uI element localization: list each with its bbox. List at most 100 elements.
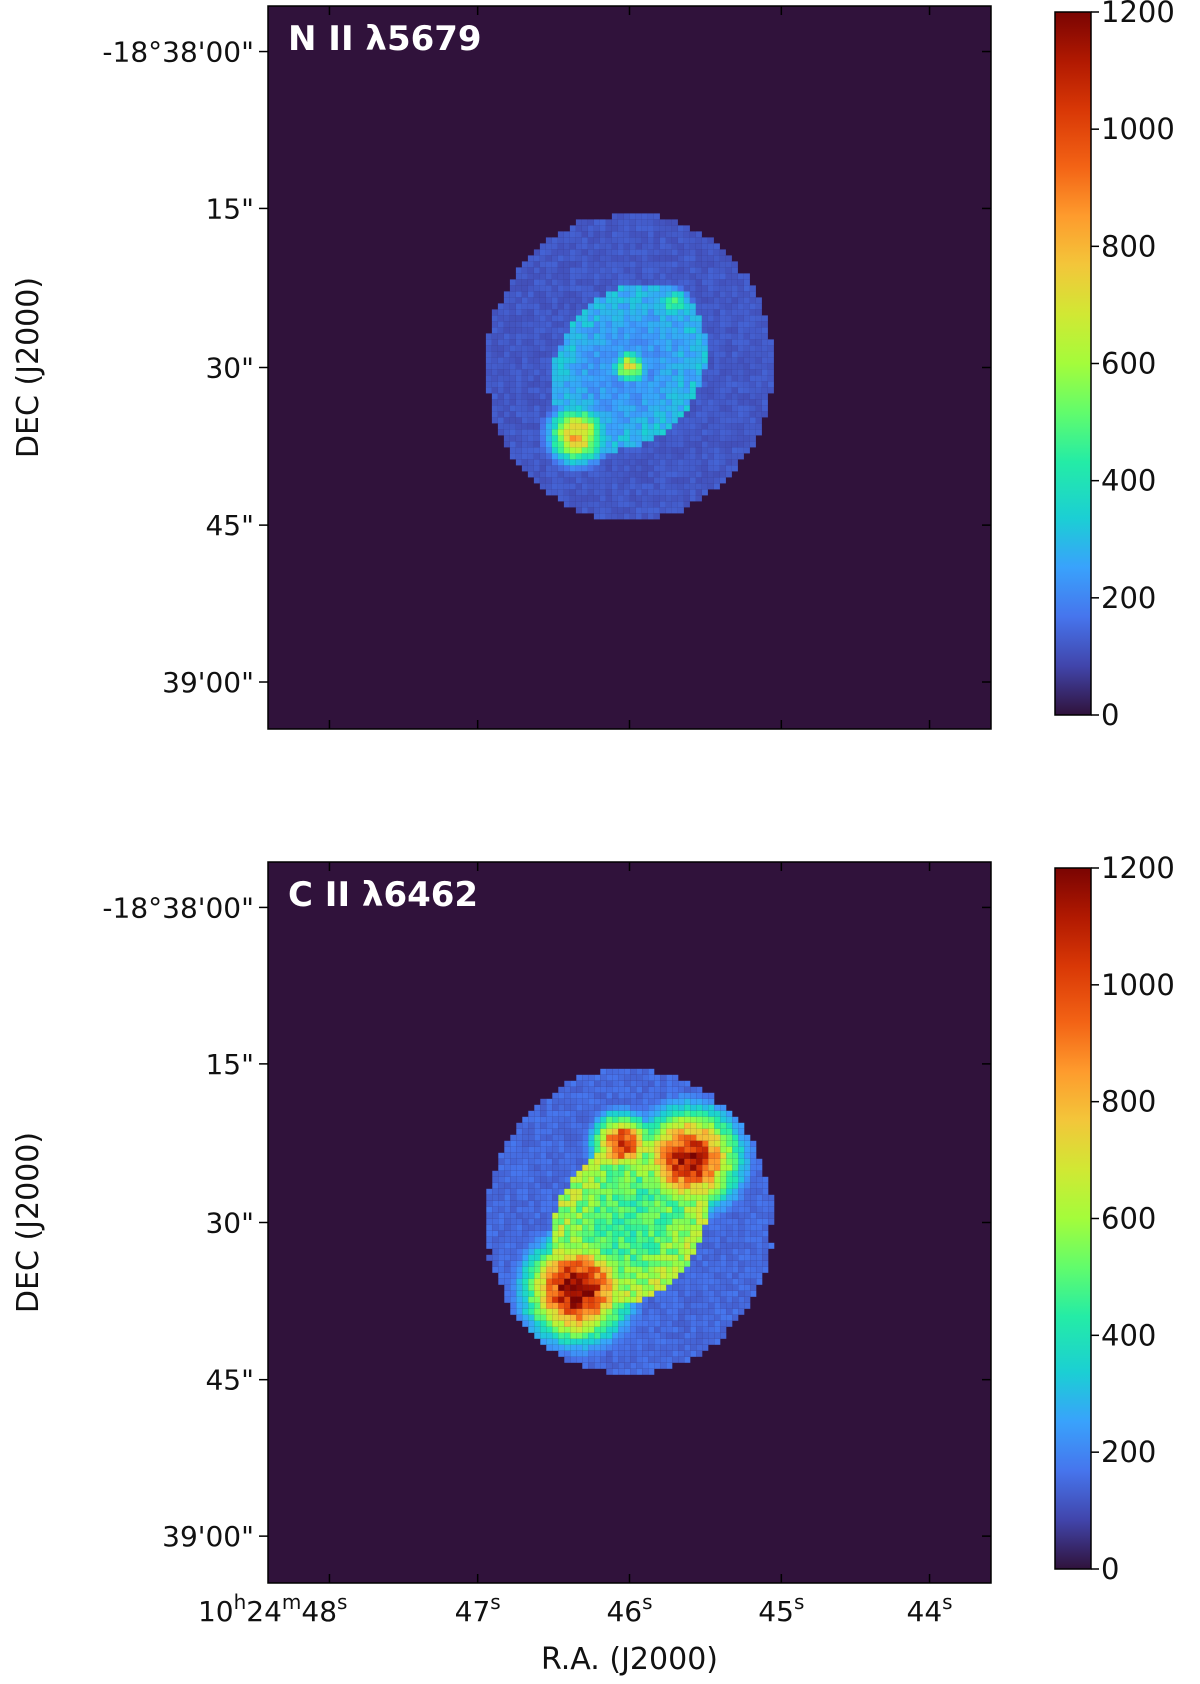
map-pixel	[527, 345, 534, 352]
map-pixel	[593, 285, 600, 292]
map-pixel	[636, 1260, 643, 1267]
map-pixel	[726, 1266, 733, 1273]
map-pixel	[618, 1170, 625, 1177]
map-pixel	[731, 327, 738, 334]
map-pixel	[618, 1350, 625, 1357]
map-pixel	[485, 345, 492, 352]
map-pixel	[558, 1104, 565, 1111]
map-pixel	[642, 1230, 649, 1237]
map-pixel	[684, 1224, 691, 1231]
map-pixel	[570, 1098, 577, 1105]
map-pixel	[540, 1320, 547, 1327]
map-pixel	[582, 1266, 589, 1273]
map-pixel	[569, 501, 576, 508]
map-pixel	[503, 387, 510, 394]
map-pixel	[557, 381, 564, 388]
map-pixel	[623, 447, 630, 454]
map-pixel	[533, 279, 540, 286]
map-pixel	[659, 309, 666, 316]
map-pixel	[701, 327, 708, 334]
map-pixel	[684, 1092, 691, 1099]
map-pixel	[713, 279, 720, 286]
map-pixel	[563, 483, 570, 490]
map-pixel	[570, 1308, 577, 1315]
map-pixel	[558, 1200, 565, 1207]
map-pixel	[624, 1146, 631, 1153]
map-pixel	[648, 1236, 655, 1243]
map-pixel	[624, 1158, 631, 1165]
map-pixel	[576, 1290, 583, 1297]
map-pixel	[539, 375, 546, 382]
map-pixel	[551, 435, 558, 442]
map-pixel	[636, 1080, 643, 1087]
map-pixel	[653, 417, 660, 424]
map-pixel	[581, 255, 588, 262]
map-pixel	[677, 333, 684, 340]
map-pixel	[713, 315, 720, 322]
map-pixel	[635, 249, 642, 256]
map-pixel	[582, 1344, 589, 1351]
map-pixel	[683, 339, 690, 346]
map-pixel	[761, 411, 768, 418]
map-pixel	[582, 1224, 589, 1231]
map-pixel	[696, 1182, 703, 1189]
map-pixel	[707, 273, 714, 280]
map-pixel	[701, 375, 708, 382]
map-pixel	[737, 369, 744, 376]
map-pixel	[714, 1308, 721, 1315]
map-pixel	[713, 417, 720, 424]
map-pixel	[594, 1152, 601, 1159]
map-pixel	[714, 1266, 721, 1273]
ra-tick-label: 44s	[907, 1590, 953, 1628]
map-pixel	[629, 471, 636, 478]
map-pixel	[570, 1326, 577, 1333]
map-pixel	[612, 1206, 619, 1213]
map-pixel	[545, 483, 552, 490]
map-pixel	[594, 1314, 601, 1321]
map-pixel	[534, 1308, 541, 1315]
map-pixel	[726, 1206, 733, 1213]
map-pixel	[666, 1194, 673, 1201]
map-pixel	[563, 237, 570, 244]
map-pixel	[564, 1212, 571, 1219]
map-pixel	[606, 1338, 613, 1345]
map-pixel	[546, 1248, 553, 1255]
map-pixel	[581, 315, 588, 322]
map-pixel	[671, 309, 678, 316]
map-pixel	[720, 1116, 727, 1123]
map-pixel	[593, 261, 600, 268]
map-pixel	[756, 1164, 763, 1171]
map-pixel	[528, 1176, 535, 1183]
map-pixel	[641, 267, 648, 274]
map-pixel	[515, 423, 522, 430]
map-pixel	[606, 1176, 613, 1183]
map-pixel	[630, 1200, 637, 1207]
map-pixel	[606, 1266, 613, 1273]
map-pixel	[503, 345, 510, 352]
map-pixel	[599, 303, 606, 310]
map-pixel	[510, 1230, 517, 1237]
map-pixel	[695, 471, 702, 478]
map-pixel	[498, 1272, 505, 1279]
map-pixel	[641, 501, 648, 508]
map-pixel	[755, 351, 762, 358]
map-pixel	[564, 1326, 571, 1333]
map-pixel	[528, 1158, 535, 1165]
map-pixel	[575, 255, 582, 262]
map-pixel	[528, 1122, 535, 1129]
map-pixel	[527, 327, 534, 334]
map-pixel	[588, 1206, 595, 1213]
map-pixel	[545, 339, 552, 346]
map-pixel	[726, 1290, 733, 1297]
map-pixel	[665, 369, 672, 376]
map-pixel	[630, 1104, 637, 1111]
map-pixel	[569, 291, 576, 298]
map-pixel	[714, 1158, 721, 1165]
map-pixel	[702, 1224, 709, 1231]
map-pixel	[654, 1332, 661, 1339]
map-pixel	[636, 1152, 643, 1159]
map-pixel	[588, 1290, 595, 1297]
map-pixel	[606, 1092, 613, 1099]
map-pixel	[510, 1194, 517, 1201]
map-pixel	[504, 1290, 511, 1297]
